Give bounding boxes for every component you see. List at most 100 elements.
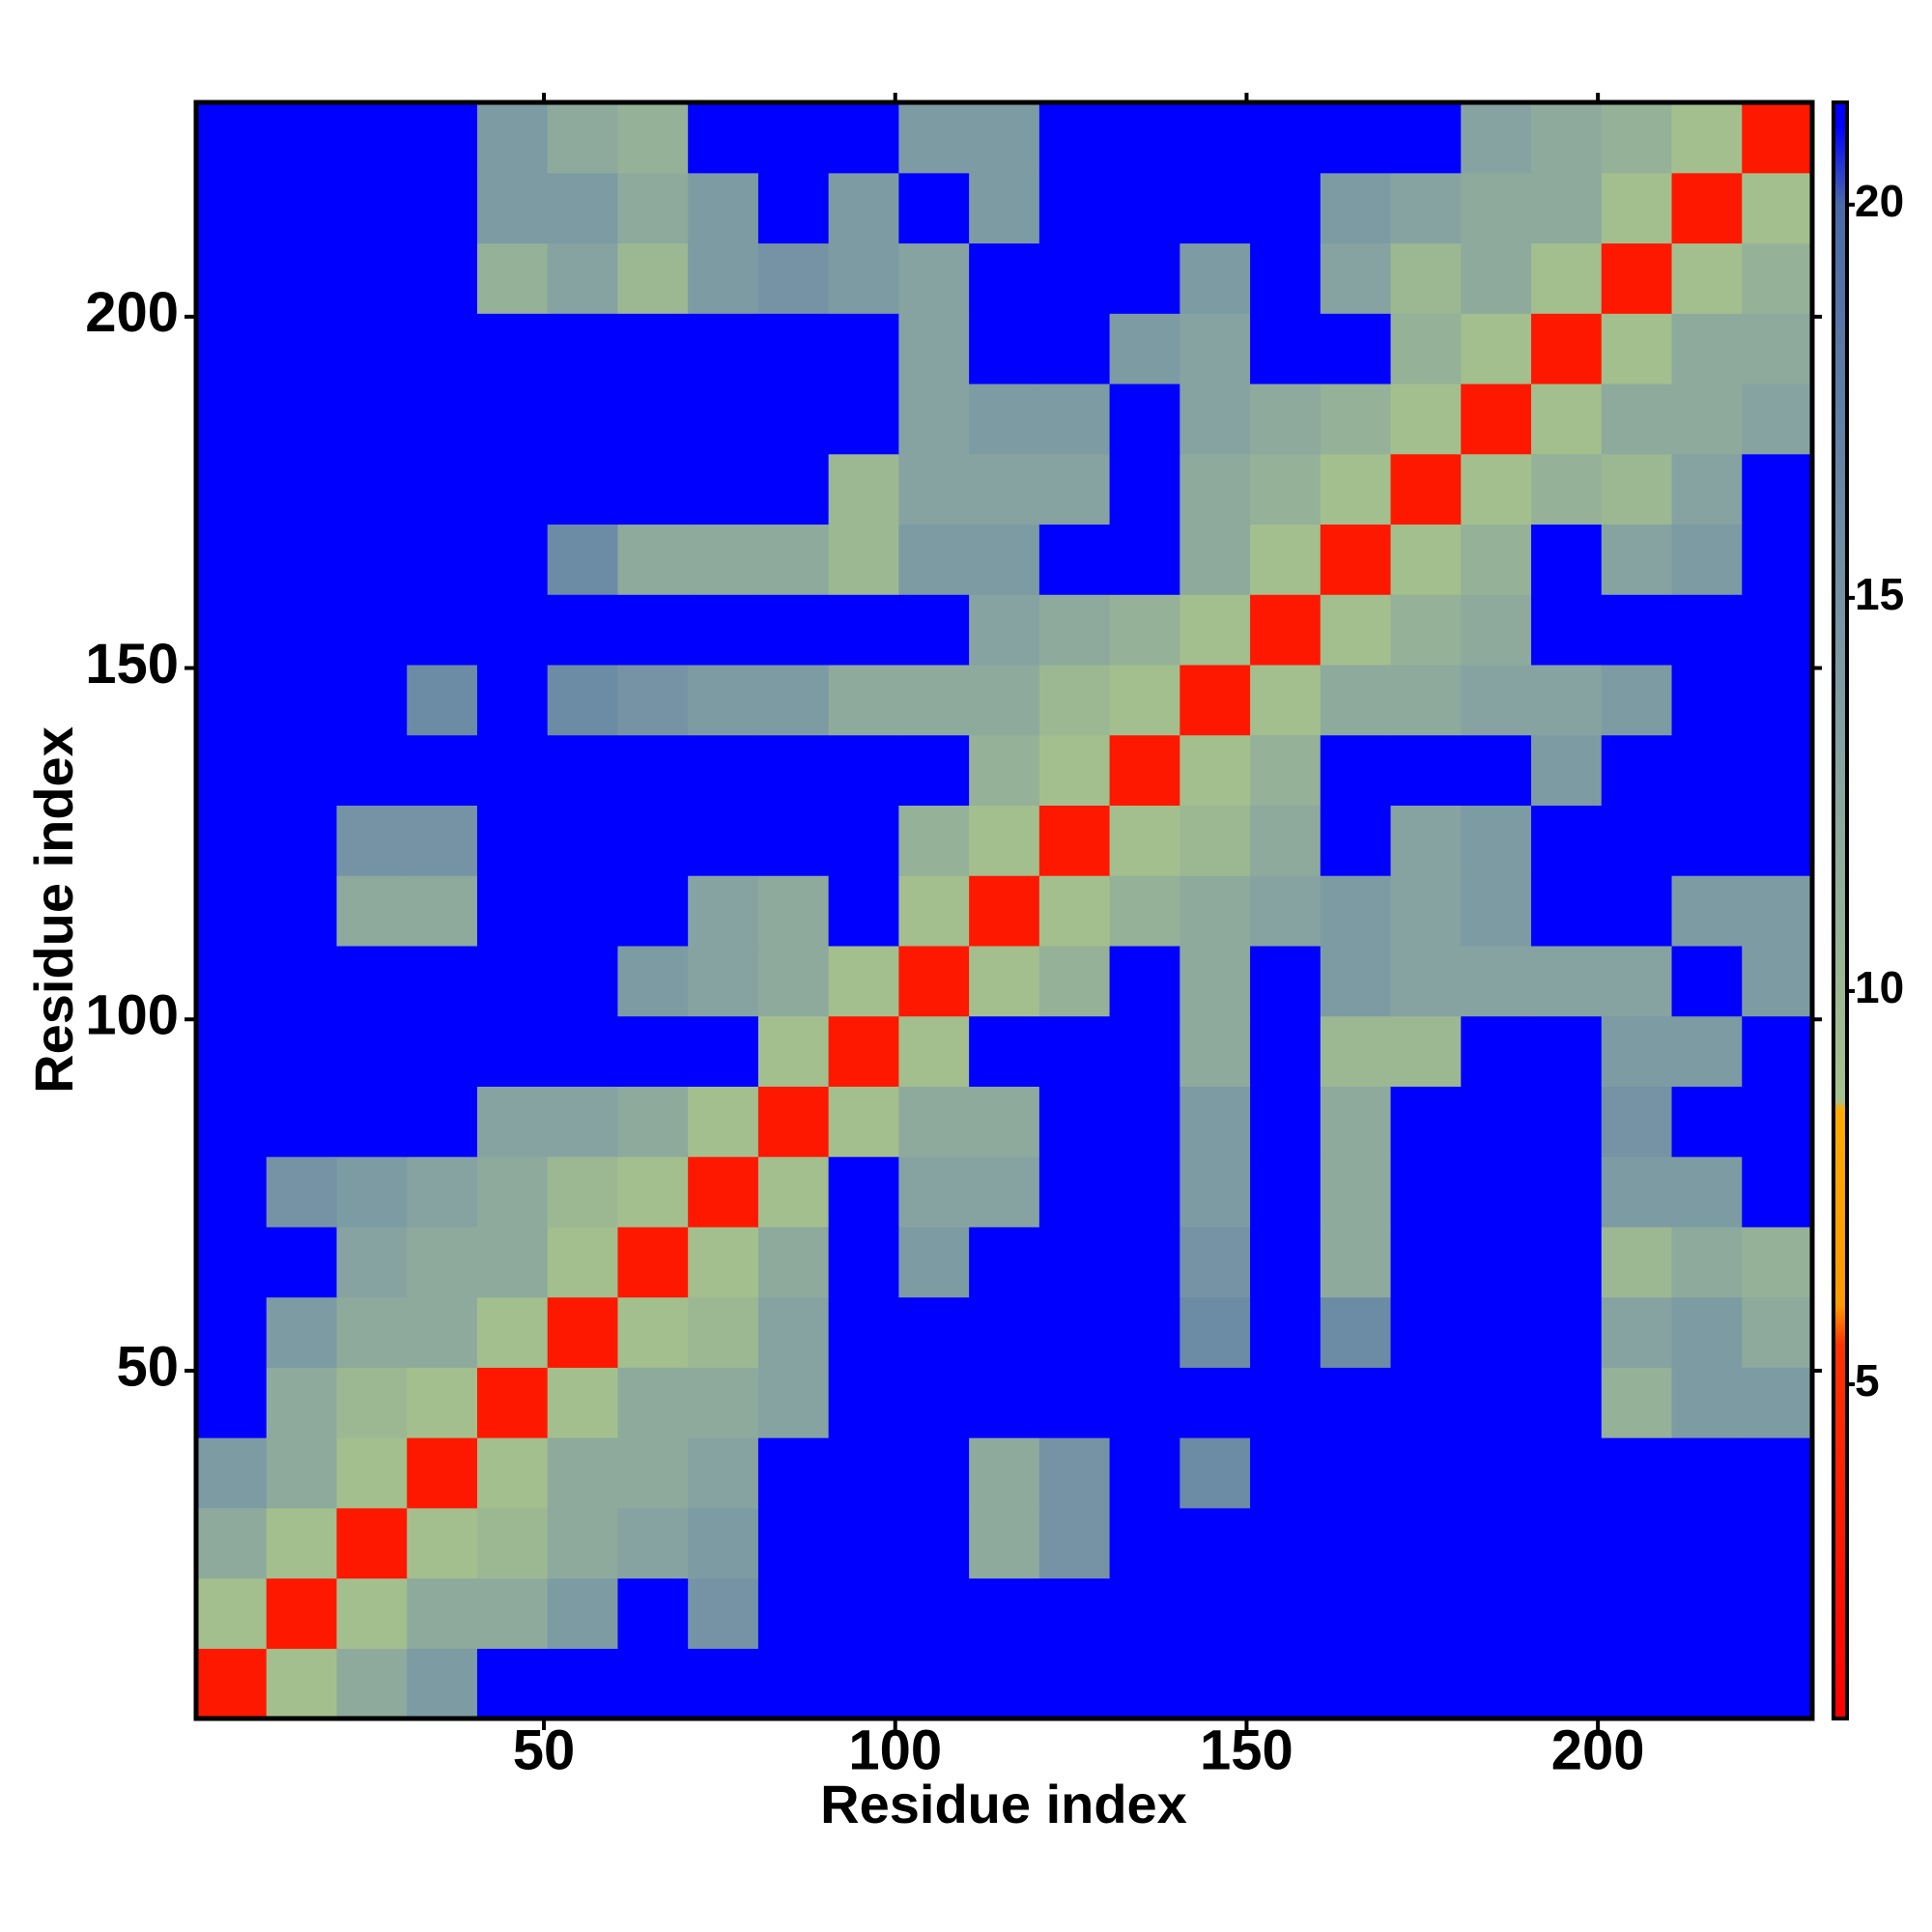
heatmap-cell	[1250, 664, 1321, 736]
heatmap-cell	[688, 664, 759, 736]
heatmap-cell	[407, 1507, 478, 1579]
heatmap-cell	[617, 1226, 689, 1298]
heatmap-cell	[969, 594, 1040, 666]
heatmap-cell	[828, 734, 899, 806]
heatmap-cell	[898, 313, 970, 384]
heatmap-cell	[1671, 734, 1743, 806]
heatmap-cell	[1109, 313, 1180, 384]
heatmap-cell	[1179, 1086, 1251, 1157]
heatmap-cell	[1461, 172, 1532, 244]
heatmap-cell	[1742, 1296, 1813, 1368]
heatmap-cell	[1320, 524, 1392, 595]
heatmap-cell	[1390, 945, 1462, 1017]
heatmap-cell	[1671, 1226, 1743, 1298]
heatmap-cell	[476, 1437, 549, 1509]
heatmap-cell	[1109, 102, 1180, 174]
heatmap-cell	[688, 453, 759, 526]
heatmap-cell	[828, 1086, 899, 1157]
heatmap-cell	[547, 1015, 619, 1087]
heatmap-cell	[757, 524, 830, 595]
heatmap-cell	[1601, 1507, 1673, 1579]
heatmap-cell	[969, 805, 1040, 876]
heatmap-cell	[1038, 875, 1111, 947]
heatmap-cell	[547, 102, 619, 174]
heatmap-cell	[617, 1156, 689, 1228]
heatmap-cell	[407, 1156, 478, 1228]
heatmap	[196, 102, 1813, 1719]
heatmap-cell	[336, 664, 408, 736]
heatmap-cell	[407, 453, 478, 526]
heatmap-cell	[266, 1577, 338, 1649]
heatmap-cell	[969, 1226, 1040, 1298]
heatmap-cell	[266, 1156, 338, 1228]
heatmap-cell	[757, 875, 830, 947]
heatmap-cell	[1179, 734, 1251, 806]
heatmap-cell	[407, 1577, 478, 1649]
heatmap-cell	[1179, 1437, 1251, 1509]
heatmap-cell	[196, 805, 268, 876]
heatmap-cell	[1109, 1577, 1180, 1649]
heatmap-cell	[266, 1086, 338, 1157]
heatmap-cell	[1601, 1015, 1673, 1087]
heatmap-cell	[1461, 524, 1532, 595]
heatmap-cell	[757, 102, 830, 174]
heatmap-cell	[547, 383, 619, 455]
heatmap-cell	[1038, 945, 1111, 1017]
heatmap-cell	[1179, 242, 1251, 314]
heatmap-cell	[1461, 594, 1532, 666]
heatmap-cell	[476, 453, 549, 526]
heatmap-cell	[196, 524, 268, 595]
heatmap-cell	[1320, 1156, 1392, 1228]
heatmap-cell	[757, 1648, 830, 1719]
heatmap-cell	[1390, 1648, 1462, 1719]
heatmap-cell	[407, 1015, 478, 1087]
heatmap-cell	[1531, 453, 1603, 526]
heatmap-cell	[547, 1507, 619, 1579]
heatmap-cell	[547, 1437, 619, 1509]
heatmap-cell	[196, 1437, 268, 1509]
y-axis-title: Residue index	[23, 726, 84, 1094]
heatmap-cell	[1671, 102, 1743, 174]
heatmap-cell	[196, 1226, 268, 1298]
heatmap-cell	[476, 102, 549, 174]
heatmap-cell	[617, 664, 689, 736]
heatmap-cell	[547, 805, 619, 876]
heatmap-cell	[688, 1648, 759, 1719]
heatmap-cell	[969, 1086, 1040, 1157]
heatmap-cell	[407, 172, 478, 244]
y-tick-label: 200	[85, 281, 179, 344]
heatmap-cell	[1742, 945, 1813, 1017]
x-axis-title: Residue index	[820, 1774, 1187, 1834]
heatmap-cell	[1179, 664, 1251, 736]
heatmap-cell	[476, 1296, 549, 1368]
heatmap-cell	[266, 664, 338, 736]
heatmap-cell	[688, 1367, 759, 1438]
heatmap-cell	[266, 383, 338, 455]
heatmap-cell	[757, 383, 830, 455]
heatmap-cell	[1250, 805, 1321, 876]
heatmap-cell	[617, 1296, 689, 1368]
heatmap-cell	[1109, 383, 1180, 455]
heatmap-cell	[898, 1156, 970, 1228]
heatmap-cell	[1320, 1577, 1392, 1649]
heatmap-cell	[1461, 313, 1532, 384]
heatmap-cell	[617, 1507, 689, 1579]
heatmap-cell	[688, 734, 759, 806]
heatmap-cell	[969, 1015, 1040, 1087]
colorbar-tick-label: 20	[1855, 176, 1904, 226]
heatmap-cell	[1320, 1015, 1392, 1087]
heatmap-cell	[1250, 734, 1321, 806]
heatmap-cell	[1461, 1226, 1532, 1298]
heatmap-cell	[1742, 172, 1813, 244]
heatmap-cell	[476, 945, 549, 1017]
heatmap-cell	[1390, 1226, 1462, 1298]
heatmap-cell	[407, 1086, 478, 1157]
heatmap-cell	[617, 1648, 689, 1719]
heatmap-cell	[1250, 945, 1321, 1017]
heatmap-cell	[1320, 313, 1392, 384]
heatmap-cell	[1671, 1648, 1743, 1719]
heatmap-cell	[196, 172, 268, 244]
heatmap-cell	[1179, 594, 1251, 666]
